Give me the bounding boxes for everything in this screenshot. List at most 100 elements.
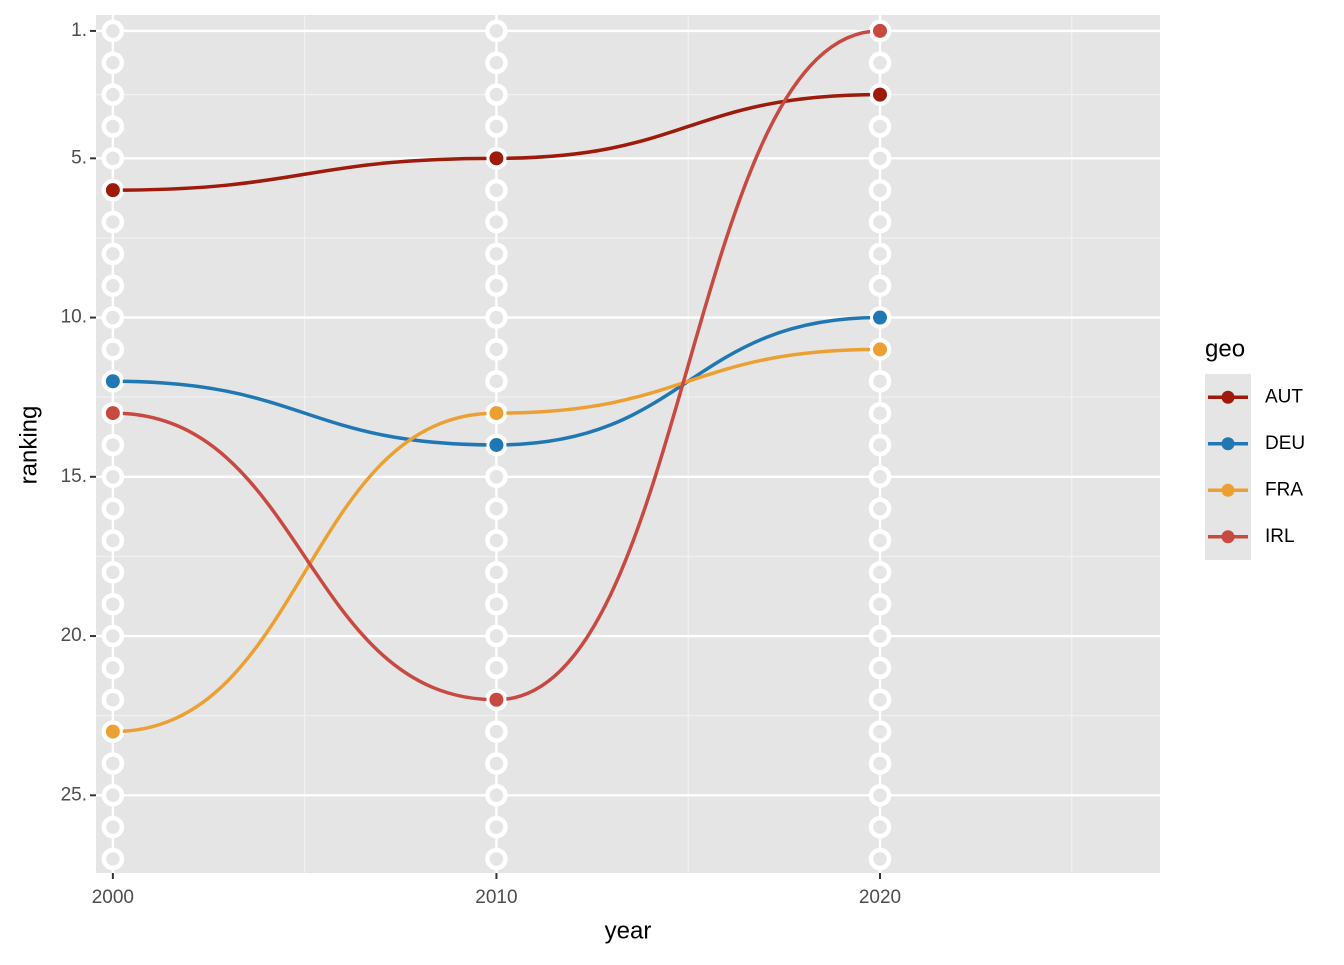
rank-slot [485,784,508,807]
y-tick-label: 15. [61,466,87,487]
series-point [870,339,890,360]
rank-slot [101,656,125,680]
rank-slot [485,178,508,202]
rank-slot [868,784,892,807]
series-point [102,180,123,201]
rank-slot [485,720,508,743]
rank-slot [868,497,892,520]
y-tick-label: 1. [71,20,87,41]
rank-slot [485,529,508,552]
rank-slot [101,529,125,552]
y-tick-label: 20. [61,625,87,646]
rank-slot [485,561,508,584]
rank-slot [485,115,508,138]
rank-slot [485,465,508,489]
rank-slot [485,210,508,234]
rank-slot [101,19,125,43]
series-point [486,148,507,169]
series-point [486,689,507,710]
rank-slot [101,210,125,234]
legend-key-point [1221,483,1235,497]
x-tick-label: 2000 [92,887,134,908]
rank-slot [485,624,508,648]
y-tick-label: 10. [61,307,87,328]
legend-label: AUT [1265,386,1303,407]
rank-slot [101,242,125,266]
legend-key-point [1221,390,1235,404]
series-point [102,721,123,742]
rank-slot [868,752,892,775]
rank-slot [485,51,508,75]
series-line [112,347,881,734]
y-tick-label: 5. [71,147,87,168]
rank-slot [485,497,508,520]
rank-slot [101,847,125,871]
rank-slot [101,274,125,297]
rank-slot [101,561,125,584]
rank-slot [485,752,508,775]
rank-slot [868,815,892,839]
rank-slot [868,624,892,648]
series-point [102,403,123,424]
rank-slot [485,815,508,839]
rank-slot [868,242,892,266]
rank-slot [101,51,125,75]
rank-slot [868,592,892,616]
x-tick-label: 2010 [475,887,517,908]
legend-label: IRL [1265,526,1295,547]
series-point [486,403,507,424]
rank-slot [101,497,125,520]
series-point [870,84,890,105]
series-point [102,371,123,392]
rank-slot [868,147,892,170]
rank-slot [868,656,892,680]
rank-slot [101,784,125,807]
rank-slot [485,656,508,680]
rank-slot [485,19,508,43]
rank-slot [101,465,125,489]
rank-slot [868,465,892,489]
legend-key-point [1221,530,1235,544]
rank-slot [868,561,892,584]
series-line [112,29,881,702]
rank-slot [101,624,125,648]
rank-slot [868,178,892,202]
rank-slot [868,210,892,234]
rank-slot [101,688,125,711]
x-tick-label: 2020 [859,887,901,908]
rank-slot [101,338,125,361]
x-axis-label: year [605,917,652,944]
rank-slot [485,83,508,106]
rank-slot [101,592,125,616]
rank-slot [868,847,892,871]
legend-title: geo [1205,335,1245,362]
legend-key-point [1221,437,1235,451]
rank-slot [868,115,892,138]
rank-slot [101,147,125,170]
y-axis-label: ranking [15,406,42,485]
rank-slot [101,433,125,457]
rank-slot [868,274,892,297]
rank-slot [868,688,892,711]
series-point [870,20,890,41]
rank-slot [868,370,892,393]
series-point [486,434,507,455]
rank-slot [485,306,508,329]
rank-slot [485,370,508,393]
rank-slot [485,274,508,297]
rank-slot [868,720,892,743]
rank-slot [485,847,508,871]
rank-slot [485,592,508,616]
y-tick-label: 25. [61,784,87,805]
legend-label: FRA [1265,479,1303,500]
series-point [870,307,890,328]
rank-slot [868,529,892,552]
rank-slot [101,83,125,106]
rank-slot [101,115,125,138]
rank-slot [101,815,125,839]
rank-slot [485,242,508,266]
rank-slot [101,752,125,775]
rank-slot [868,401,892,425]
rank-slot [868,51,892,75]
